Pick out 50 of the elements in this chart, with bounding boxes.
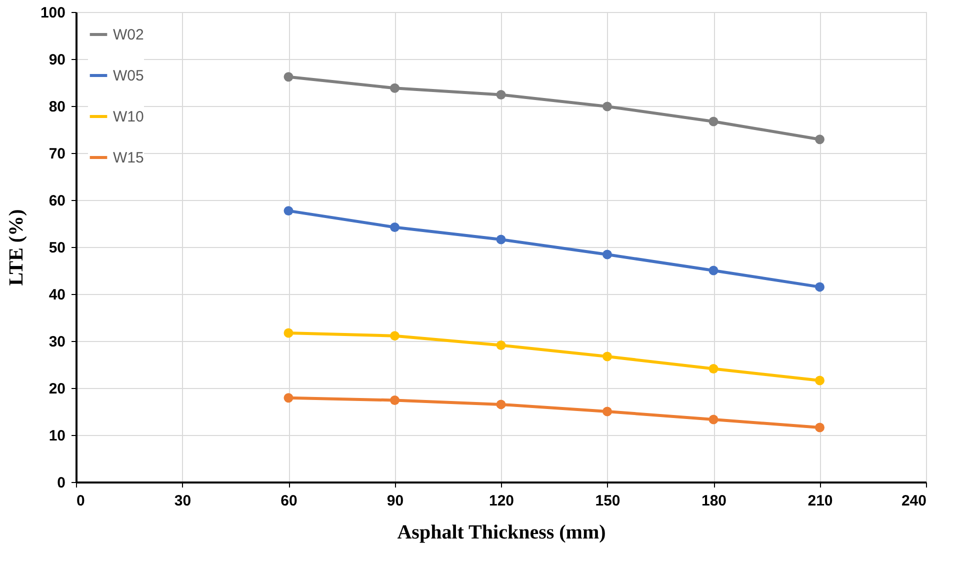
x-tick-label: 240 [901, 492, 926, 510]
y-tick-label: 30 [48, 334, 66, 350]
y-tick-label: 90 [48, 52, 66, 68]
x-tick-label: 30 [174, 492, 192, 510]
x-tick-label: 0 [76, 492, 85, 510]
point [602, 406, 612, 416]
legend-label: W15 [113, 150, 144, 166]
x-tick-label: 210 [808, 492, 833, 510]
x-tick-label: 120 [488, 492, 514, 510]
point [390, 222, 400, 232]
y-tick-label: 50 [48, 240, 66, 256]
point [284, 72, 294, 82]
legend-label: W02 [113, 26, 144, 44]
x-tick-label: 180 [701, 492, 727, 510]
y-tick-label: 40 [48, 286, 66, 304]
point [708, 116, 718, 126]
point [708, 266, 718, 276]
y-tick-label: 10 [48, 428, 66, 444]
legend-label: W10 [113, 108, 144, 126]
point [284, 206, 294, 216]
point [390, 395, 400, 405]
point [708, 364, 718, 374]
point [815, 376, 824, 386]
point [815, 422, 824, 432]
point [602, 250, 612, 260]
point [390, 83, 400, 93]
point [602, 352, 612, 362]
y-tick-label: 20 [48, 380, 66, 398]
point [602, 102, 612, 112]
y-tick-label: 60 [48, 192, 66, 210]
x-tick-label: 150 [595, 492, 620, 510]
legend-label: W05 [113, 68, 144, 84]
point [815, 282, 824, 292]
y-tick-label: 80 [48, 98, 66, 116]
y-tick-label: 70 [48, 146, 66, 162]
point [284, 328, 294, 338]
x-axis-title: Asphalt Thickness (mm) [397, 522, 606, 544]
point [708, 414, 718, 424]
y-tick-label: 0 [57, 474, 66, 492]
point [815, 134, 824, 144]
point [284, 393, 294, 403]
point [496, 90, 506, 100]
y-axis-title: LTE (%) [5, 209, 28, 286]
x-tick-label: 90 [386, 492, 404, 510]
point [496, 234, 506, 244]
x-tick-label: 60 [280, 492, 298, 510]
point [496, 400, 506, 410]
y-tick-label: 100 [40, 4, 66, 22]
point [496, 340, 506, 350]
point [390, 331, 400, 341]
